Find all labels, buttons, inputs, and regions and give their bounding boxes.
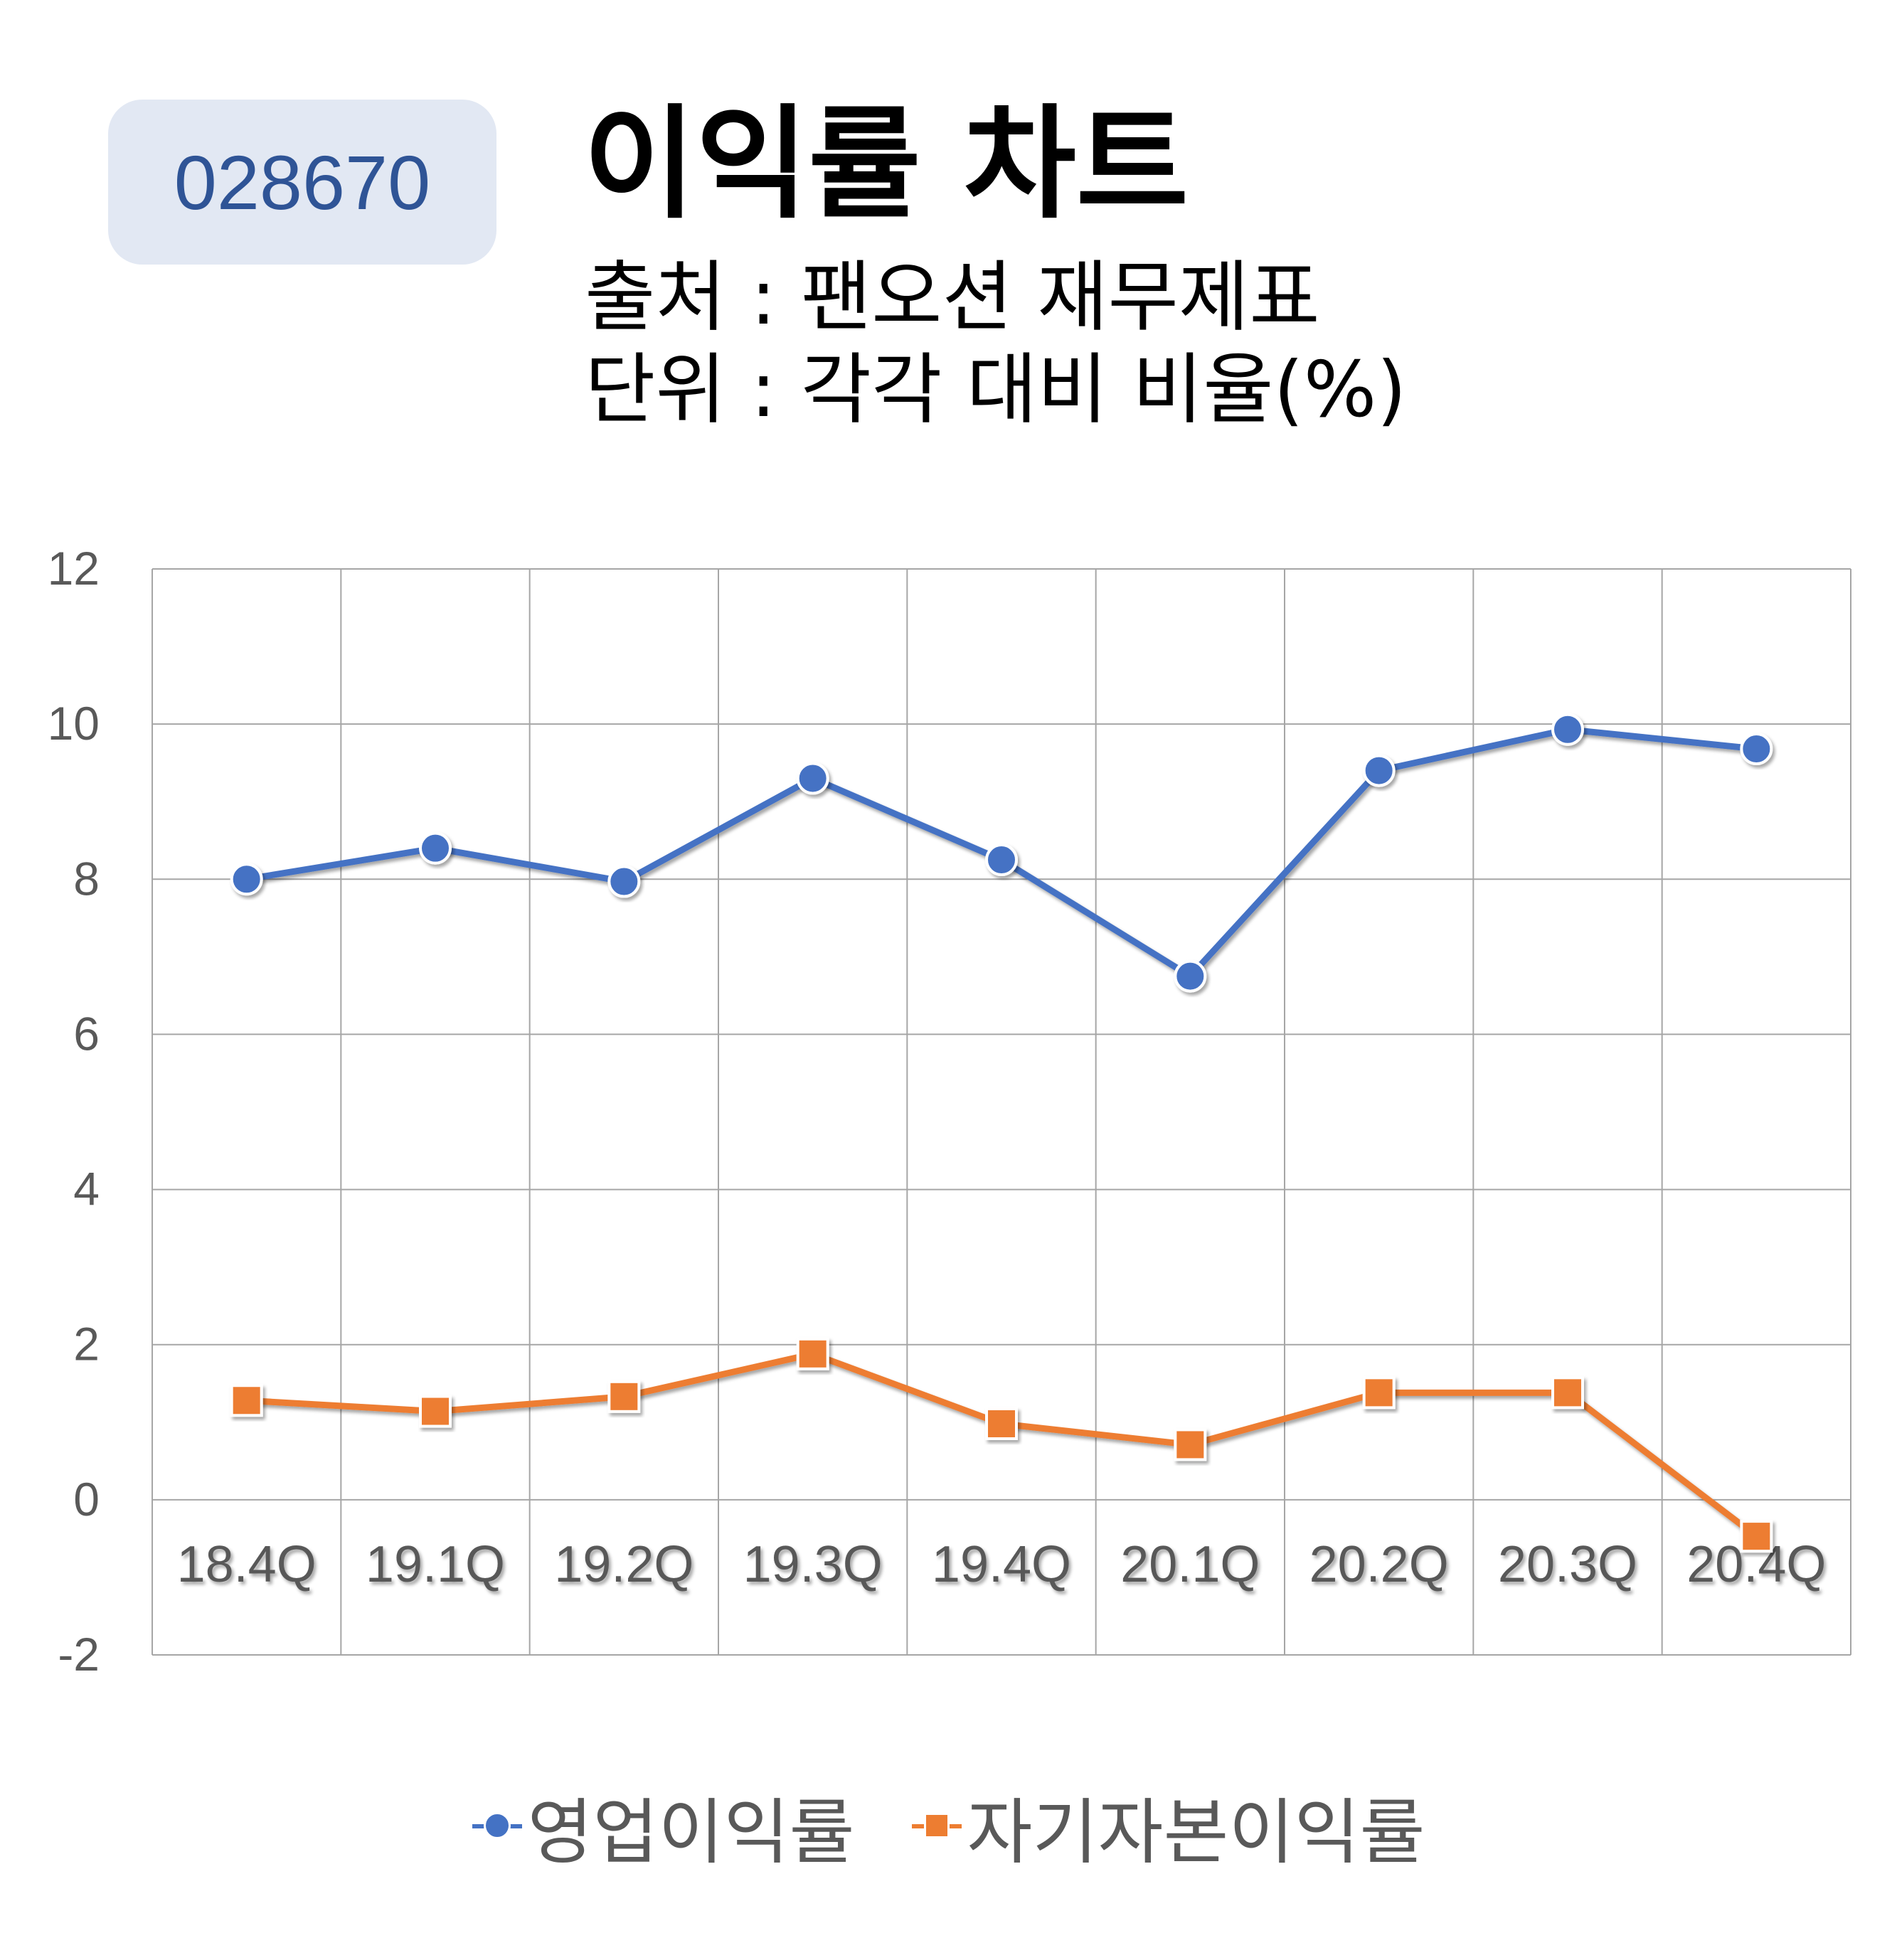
x-axis-ticks: 18.4Q 19.1Q 19.2Q 19.3Q 19.4Q 20.1Q 20.2Q 20.3Q… <box>177 1536 1827 1593</box>
y-tick-label: 6 <box>73 1007 100 1060</box>
data-point <box>230 863 263 896</box>
series-1 <box>230 713 1773 993</box>
series-line <box>243 1351 1760 1540</box>
legend-label: 영업이익률 <box>527 1791 855 1874</box>
x-tick-label: 20.3Q <box>1498 1536 1637 1593</box>
stock-code-badge: 028670 <box>108 100 496 265</box>
x-tick-label: 20.2Q <box>1309 1536 1449 1593</box>
legend-dot-blue <box>483 1811 511 1839</box>
x-tick-label: 19.2Q <box>554 1536 694 1593</box>
unit-text: 단위 : 각각 대비 비율(%) <box>585 346 1407 435</box>
chart-legend: 영업이익률 자기자본이익률 <box>0 1774 1897 1878</box>
y-tick-label: 12 <box>48 542 100 595</box>
legend-square-orange <box>923 1812 950 1838</box>
data-point <box>985 843 1018 877</box>
data-point <box>796 1337 829 1370</box>
source-text: 출처 : 팬오션 재무제표 <box>585 253 1320 342</box>
data-point <box>1740 733 1773 766</box>
circle-marker-icon <box>472 1811 522 1841</box>
data-point <box>419 1395 452 1428</box>
y-tick-label: 4 <box>73 1163 100 1215</box>
x-tick-label: 19.4Q <box>932 1536 1071 1593</box>
legend-item-roe[interactable]: 자기자본이익률 <box>911 1774 1425 1878</box>
y-tick-label: 8 <box>73 852 100 905</box>
x-tick-label: 18.4Q <box>177 1536 317 1593</box>
y-tick-label: -2 <box>58 1628 100 1681</box>
data-point <box>1174 1428 1207 1461</box>
y-axis-ticks: 12 10 8 6 4 2 0 -2 <box>48 542 100 1681</box>
y-tick-label: 10 <box>48 697 100 750</box>
data-point <box>1174 959 1207 993</box>
data-point <box>230 1384 263 1417</box>
data-point <box>1551 713 1584 746</box>
x-tick-label: 19.3Q <box>743 1536 883 1593</box>
legend-label: 자기자본이익률 <box>967 1791 1425 1874</box>
stock-code: 028670 <box>174 139 431 225</box>
x-tick-label: 20.1Q <box>1120 1536 1260 1593</box>
data-point <box>985 1407 1018 1440</box>
data-point <box>607 1380 641 1413</box>
legend-item-operating-margin[interactable]: 영업이익률 <box>472 1774 855 1878</box>
y-tick-label: 0 <box>73 1473 100 1525</box>
data-point <box>1740 1520 1773 1553</box>
chart-series <box>230 713 1773 1553</box>
data-point <box>1362 754 1396 787</box>
chart-title: 이익률 차트 <box>583 92 1189 235</box>
x-tick-label: 19.1Q <box>366 1536 505 1593</box>
data-point <box>796 762 829 795</box>
y-tick-label: 2 <box>73 1318 100 1370</box>
square-marker-icon <box>911 1812 962 1841</box>
data-point <box>1551 1376 1584 1410</box>
data-point <box>607 865 641 898</box>
line-chart: 12 10 8 6 4 2 0 -2 18.4Q 19.1Q 19.2Q 19.3Q 19.4Q 20.… <box>48 542 1851 1681</box>
series-2 <box>230 1337 1773 1553</box>
data-point <box>419 831 452 865</box>
data-point <box>1362 1376 1396 1410</box>
